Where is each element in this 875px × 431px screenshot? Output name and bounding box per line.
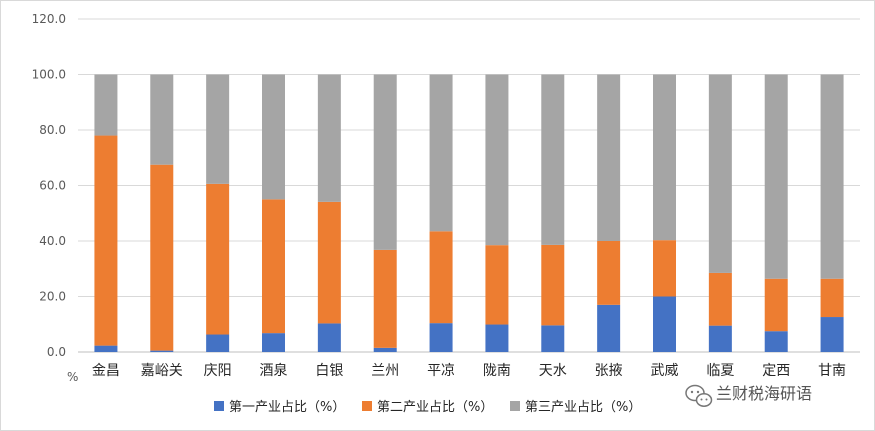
y-tick-label: 60.0 (39, 179, 66, 193)
legend-swatch (362, 401, 372, 411)
bar-segment-series-2 (150, 164, 174, 351)
legend: 第一产业占比（%） 第二产业占比（%） 第三产业占比（%） (214, 400, 641, 415)
bar-segment-series-3 (820, 74, 844, 279)
bar-segment-series-1 (541, 325, 565, 352)
y-tick-label: 120.0 (32, 12, 66, 26)
bar-segment-series-2 (485, 245, 509, 325)
bar-segment-series-2 (373, 249, 397, 348)
x-category-label: 白银 (315, 363, 343, 379)
y-tick-label: 100.0 (32, 68, 66, 82)
x-category-label: 嘉峪关 (141, 363, 183, 379)
bar-segment-series-1 (485, 324, 509, 352)
watermark-text: 兰财税海研语 (716, 384, 812, 403)
bar-segment-series-3 (708, 74, 732, 273)
y-tick-label: 0.0 (47, 345, 66, 359)
bar-segment-series-1 (373, 347, 397, 352)
x-category-label: 陇南 (483, 363, 511, 379)
bar-segment-series-2 (317, 201, 341, 324)
bar-segment-series-3 (262, 74, 285, 200)
bar-segment-series-3 (206, 74, 230, 184)
bar-segment-series-1 (317, 323, 341, 352)
bar-segment-series-3 (597, 74, 621, 241)
bar-segment-series-3 (485, 74, 509, 246)
bar-segment-series-1 (597, 304, 621, 352)
y-axis-ticks: 0.0 20.0 40.0 60.0 80.0 100.0 120.0 (32, 12, 66, 359)
bar-segment-series-3 (541, 74, 565, 245)
bar-segment-series-2 (206, 183, 230, 335)
x-category-label: 酒泉 (260, 362, 288, 379)
legend-swatch (214, 401, 224, 411)
x-category-label: 天水 (539, 363, 567, 379)
bar-segment-series-3 (317, 74, 341, 202)
y-tick-label: 20.0 (39, 290, 66, 304)
watermark: 兰财税海研语 (685, 384, 812, 407)
bar-segment-series-2 (708, 272, 732, 326)
y-axis-unit: % (67, 370, 78, 384)
bar-segment-series-1 (206, 334, 230, 352)
bar-segment-series-1 (764, 331, 788, 352)
bar-segment-series-2 (820, 278, 844, 318)
bar-segment-series-1 (653, 296, 676, 352)
bar-segment-series-2 (429, 231, 453, 324)
bar-segment-series-1 (708, 325, 732, 352)
bar-segment-series-1 (94, 345, 118, 352)
x-category-label: 庆阳 (204, 363, 232, 379)
bar-segment-series-2 (653, 240, 676, 297)
legend-label: 第一产业占比（%） (229, 400, 345, 415)
legend-swatch (510, 401, 520, 411)
x-category-label: 定西 (762, 363, 790, 379)
y-tick-label: 80.0 (39, 123, 66, 137)
legend-label: 第二产业占比（%） (377, 400, 493, 415)
x-category-label: 张掖 (595, 363, 623, 379)
bar-segment-series-2 (764, 278, 788, 332)
bar-segment-series-3 (429, 74, 453, 232)
x-category-label: 临夏 (706, 363, 734, 379)
grid-lines (78, 18, 860, 353)
bar-segment-series-3 (653, 74, 676, 241)
x-category-label: 武威 (651, 363, 679, 379)
x-category-label: 金昌 (92, 363, 120, 379)
x-category-label: 兰州 (371, 363, 399, 379)
bar-segment-series-3 (764, 74, 788, 279)
bar-segment-series-2 (541, 244, 565, 326)
bar-segment-series-3 (94, 74, 118, 136)
bar-segment-series-1 (429, 323, 453, 352)
bar-segment-series-3 (373, 74, 397, 250)
bar-segment-series-1 (150, 350, 174, 352)
bar-segment-series-2 (94, 135, 118, 346)
x-axis-categories: 金昌 嘉峪关 庆阳 酒泉 白银 兰州 平凉 陇南 天水 张掖 武威 临夏 定西 甘南 (92, 362, 846, 379)
legend-label: 第三产业占比（%） (525, 400, 641, 415)
wechat-icon (685, 384, 713, 407)
bar-segment-series-1 (262, 333, 285, 352)
y-tick-label: 40.0 (39, 234, 66, 248)
bar-segment-series-1 (820, 317, 844, 352)
bar-segment-series-3 (150, 74, 174, 165)
bars (94, 74, 844, 352)
x-category-label: 平凉 (427, 363, 455, 379)
bar-segment-series-2 (597, 241, 621, 305)
bar-segment-series-2 (262, 199, 285, 334)
x-category-label: 甘南 (818, 363, 846, 379)
